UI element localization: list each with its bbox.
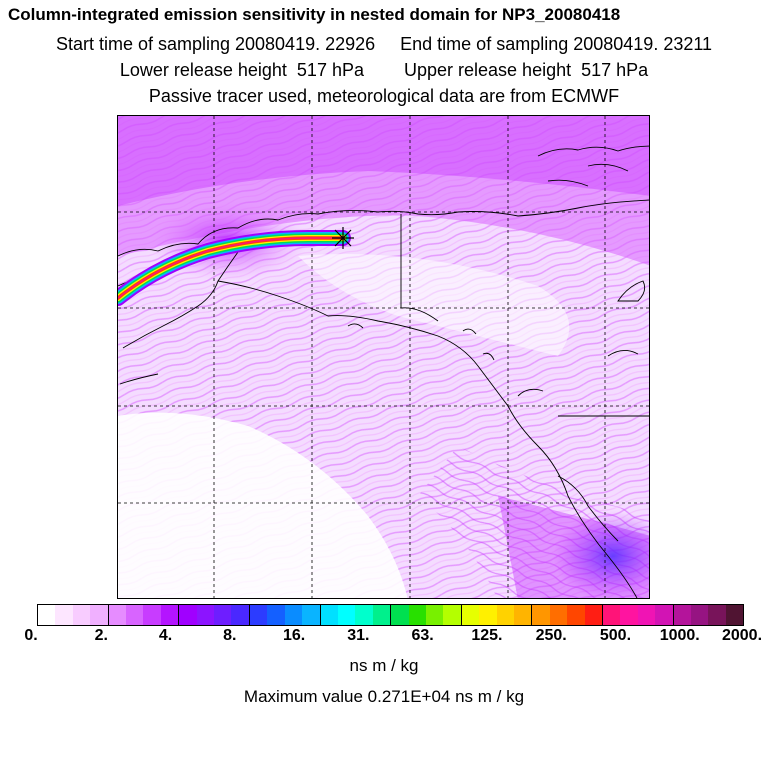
- high-sensitivity-arctic: [118, 116, 649, 206]
- colorbar-segment: [443, 605, 462, 625]
- sensitivity-map: [117, 115, 650, 599]
- colorbar-tick-label: 0.: [24, 627, 38, 644]
- colorbar: [37, 604, 744, 626]
- low-sensitivity-pacific: [118, 412, 408, 598]
- low-sensitivity-yukon: [298, 254, 570, 356]
- colorbar-segment: [655, 605, 674, 625]
- colorbar-segment: [584, 605, 603, 625]
- colorbar-tick-label: 1000.: [659, 627, 700, 644]
- colorbar-segment: [126, 605, 144, 625]
- colorbar-tick-label: 500.: [599, 627, 632, 644]
- colorbar-tick-label: 8.: [223, 627, 237, 644]
- colorbar-segment: [567, 605, 585, 625]
- colorbar-tick-label: 2.: [94, 627, 108, 644]
- colorbar-segment: [532, 605, 550, 625]
- colorbar-segment: [708, 605, 726, 625]
- colorbar-segment: [249, 605, 268, 625]
- colorbar-segment: [302, 605, 321, 625]
- colorbar-segment: [108, 605, 127, 625]
- colorbar-segment: [479, 605, 497, 625]
- colorbar-segment: [637, 605, 656, 625]
- colorbar-segment: [38, 605, 56, 625]
- map-gridlines: [118, 116, 649, 598]
- colorbar-segment: [549, 605, 568, 625]
- unit-label: ns m / kg: [349, 656, 419, 675]
- colorbar-segment: [90, 605, 109, 625]
- release-height-line: Lower release height 517 hPa Upper relea…: [119, 60, 649, 80]
- colorbar-segment: [372, 605, 392, 625]
- colorbar-segment: [143, 605, 161, 625]
- colorbar-tick-label: 2000.: [721, 627, 763, 644]
- colorbar-segment: [284, 605, 303, 625]
- colorbar-segment: [214, 605, 232, 625]
- colorbar-segment: [408, 605, 426, 625]
- map-title: Column-integrated emission sensitivity i…: [8, 5, 621, 24]
- map-plot: [118, 116, 649, 598]
- colorbar-segment: [513, 605, 533, 625]
- colorbar-tick-labels: 0. 2. 4. 8. 16. 31. 63. 125. 250. 500. 1000. 2000.: [0, 627, 768, 651]
- colorbar-segment: [55, 605, 73, 625]
- colorbar-tick-label: 125.: [471, 627, 503, 644]
- colorbar-tick-label: 63.: [411, 627, 434, 644]
- colorbar-segment: [391, 605, 409, 625]
- colorbar-segment: [425, 605, 444, 625]
- release-point-marker: [332, 227, 354, 249]
- colorbar-segment: [603, 605, 621, 625]
- colorbar-tick-label: 250.: [535, 627, 567, 644]
- colorbar-segment: [355, 605, 373, 625]
- colorbar-tick-label: 4.: [158, 627, 173, 644]
- colorbar-segment: [673, 605, 692, 625]
- colorbar-tick-label: 31.: [347, 627, 370, 644]
- colorbar-segment: [196, 605, 215, 625]
- colorbar-segment: [620, 605, 638, 625]
- colorbar-segment: [231, 605, 250, 625]
- peak-sensitivity-southeast: [553, 511, 649, 598]
- colorbar-segment: [267, 605, 285, 625]
- tracer-info-line: Passive tracer used, meteorological data…: [148, 86, 620, 106]
- colorbar-segment: [320, 605, 338, 625]
- colorbar-segment: [160, 605, 180, 625]
- colorbar-segment: [179, 605, 197, 625]
- sampling-time-line: Start time of sampling 20080419. 22926 E…: [55, 34, 713, 54]
- colorbar-segment: [496, 605, 514, 625]
- colorbar-segment: [337, 605, 356, 625]
- colorbar-tick-label: 16.: [282, 627, 306, 644]
- source-plume: [118, 230, 351, 306]
- colorbar-segment: [72, 605, 91, 625]
- maximum-value-label: Maximum value 0.271E+04 ns m / kg: [243, 687, 525, 706]
- colorbar-segment: [461, 605, 480, 625]
- colorbar-segment: [691, 605, 709, 625]
- colorbar-segment: [725, 605, 744, 625]
